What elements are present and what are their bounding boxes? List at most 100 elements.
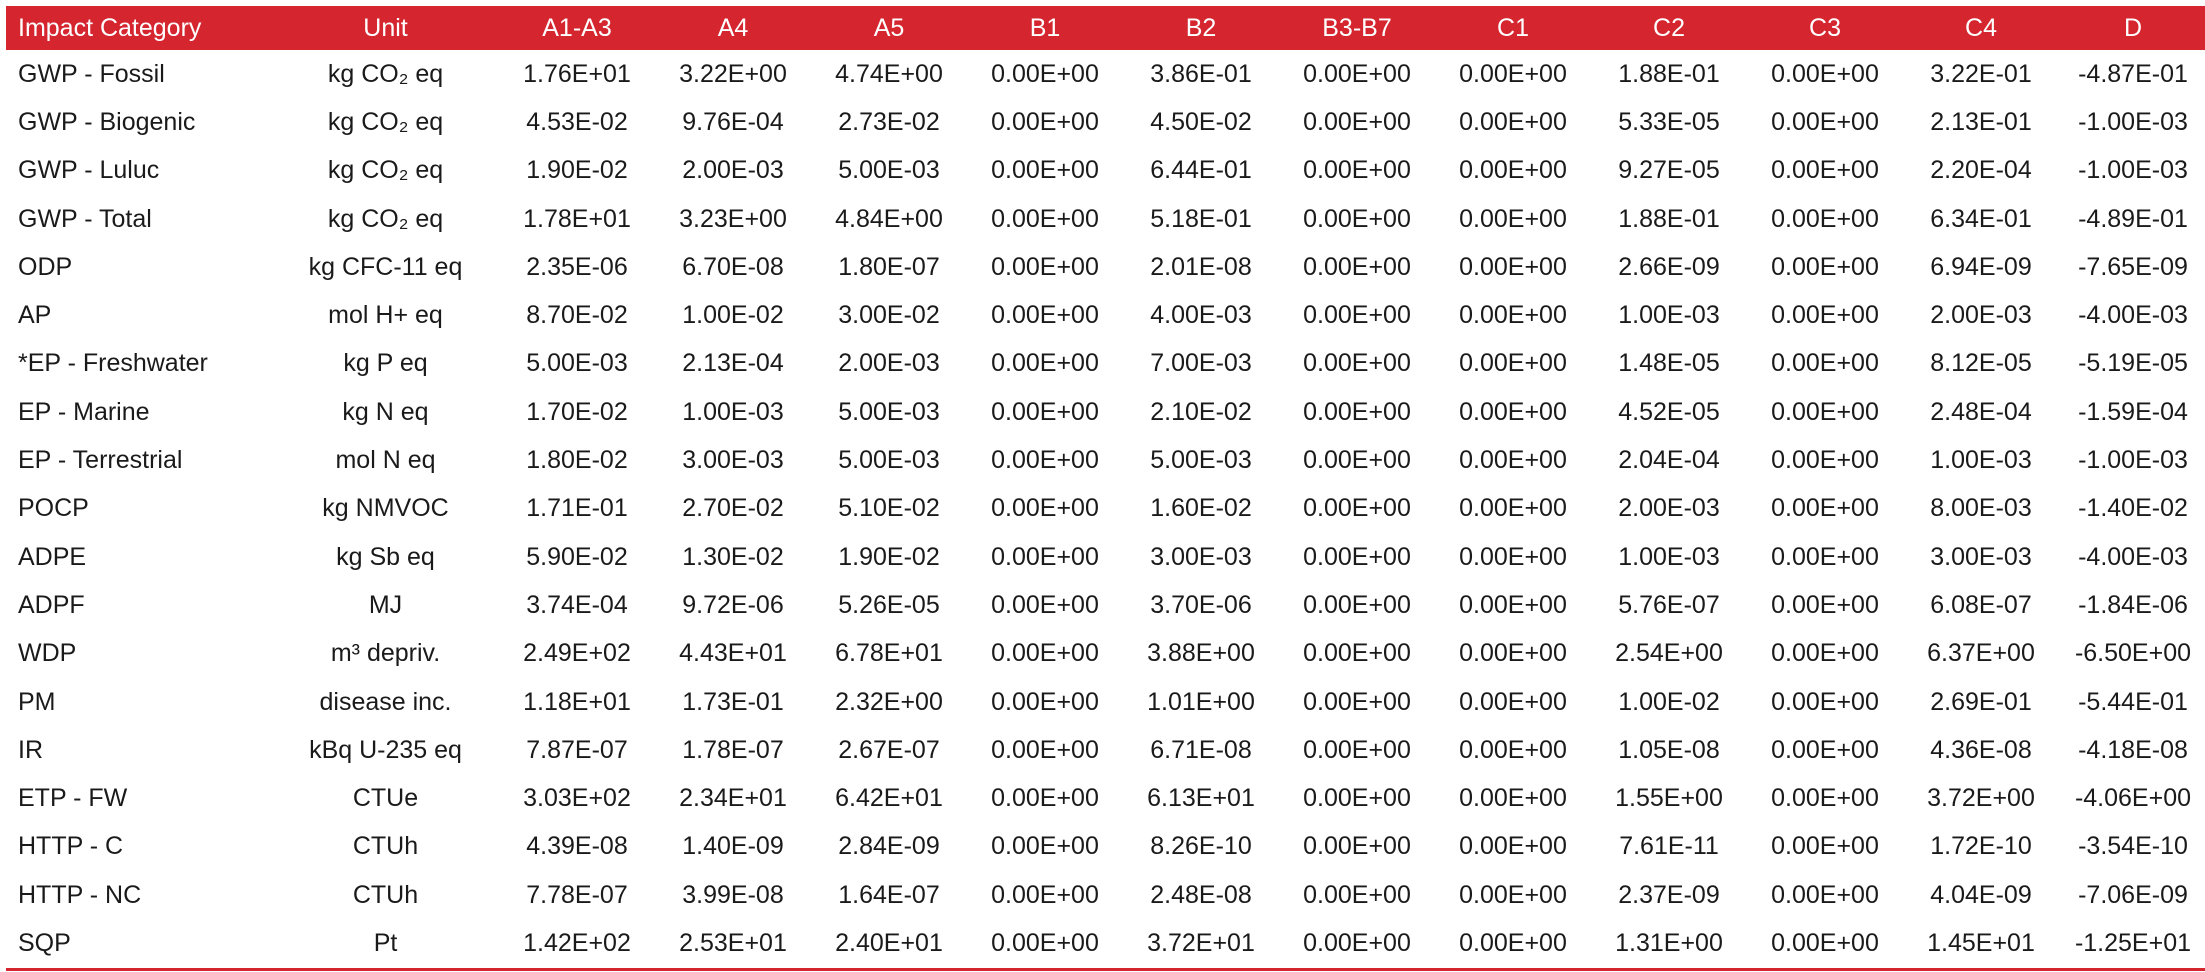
- column-header-c1: C1: [1497, 13, 1529, 42]
- value-cell: 2.00E-03: [1930, 301, 2032, 330]
- value-cell: -6.50E+00: [2074, 639, 2192, 668]
- table-row: GWP - Luluc kg CO₂ eq 1.90E-02 2.00E-03 5.00…: [6, 147, 2205, 195]
- value-cell: 0.00E+00: [1459, 107, 1567, 136]
- value-cell: 0.00E+00: [1279, 919, 1435, 971]
- value-cell: -7.06E-09: [2078, 880, 2188, 909]
- value-cell: 0.00E+00: [1459, 590, 1567, 619]
- value-cell: 0.00E+00: [991, 784, 1099, 813]
- column-header-impact-category: Impact Category: [18, 13, 202, 42]
- value-cell: 0.00E+00: [1303, 687, 1411, 716]
- value-cell: 0.00E+00: [1303, 59, 1411, 88]
- value-cell: 4.39E-08: [526, 832, 628, 861]
- impact-category-cell: GWP - Luluc: [18, 156, 160, 185]
- value-cell: 5.00E-03: [526, 349, 628, 378]
- value-cell: 5.26E-05: [838, 590, 940, 619]
- table-row: GWP - Fossil kg CO₂ eq 1.76E+01 3.22E+00 4.7…: [6, 50, 2205, 98]
- impact-category-cell: ADPE: [18, 542, 87, 571]
- impact-category-cell: HTTP - NC: [18, 880, 142, 909]
- value-cell: 0.00E+00: [1771, 784, 1879, 813]
- value-cell: 0.00E+00: [1459, 784, 1567, 813]
- value-cell: 8.70E-02: [526, 301, 628, 330]
- value-cell: 3.88E+00: [1147, 639, 1255, 668]
- value-cell: -1.00E-03: [2078, 446, 2188, 475]
- value-cell: 3.23E+00: [679, 204, 787, 233]
- value-cell: 2.32E+00: [835, 687, 943, 716]
- column-header-a1-a3: A1-A3: [542, 13, 612, 42]
- unit-cell: CTUh: [352, 880, 419, 909]
- unit-cell: kg Sb eq: [336, 542, 435, 571]
- value-cell: 0.00E+00: [1303, 494, 1411, 523]
- value-cell: 0.00E+00: [1459, 59, 1567, 88]
- unit-cell: disease inc.: [319, 687, 452, 716]
- value-cell: -4.00E-03: [2078, 301, 2188, 330]
- value-cell: 4.74E+00: [835, 59, 943, 88]
- value-cell: 0.00E+00: [1771, 107, 1879, 136]
- value-cell: 0.00E+00: [1303, 446, 1411, 475]
- table-row: EP - Terrestrial mol N eq 1.80E-02 3.00E-03…: [6, 436, 2205, 484]
- value-cell: 2.04E-04: [1618, 446, 1720, 475]
- value-cell: 0.00E+00: [1771, 542, 1879, 571]
- value-cell: 1.18E+01: [523, 687, 631, 716]
- value-cell: 8.12E-05: [1930, 349, 2032, 378]
- value-cell: 1.72E-10: [1930, 832, 2032, 861]
- value-cell: 0.00E+00: [1771, 349, 1879, 378]
- value-cell: -1.40E-02: [2078, 494, 2188, 523]
- value-cell: 0.00E+00: [1771, 252, 1879, 281]
- value-cell: 0.00E+00: [991, 204, 1099, 233]
- value-cell: 2.00E-03: [838, 349, 940, 378]
- value-cell: 0.00E+00: [991, 107, 1099, 136]
- value-cell: 0.00E+00: [1459, 494, 1567, 523]
- value-cell: 2.13E-01: [1930, 107, 2032, 136]
- value-cell: 5.00E-03: [838, 446, 940, 475]
- value-cell: 5.00E-03: [838, 156, 940, 185]
- value-cell: 1.55E+00: [1615, 784, 1723, 813]
- value-cell: 6.78E+01: [835, 639, 943, 668]
- value-cell: 3.74E-04: [526, 590, 628, 619]
- impact-category-cell: WDP: [18, 639, 77, 668]
- value-cell: 0.00E+00: [1459, 832, 1567, 861]
- value-cell: 3.03E+02: [523, 784, 631, 813]
- value-cell: 1.48E-05: [1618, 349, 1720, 378]
- value-cell: 6.94E-09: [1930, 252, 2032, 281]
- value-cell: 0.00E+00: [1303, 204, 1411, 233]
- value-cell: 0.00E+00: [1771, 397, 1879, 426]
- value-cell: 0.00E+00: [991, 156, 1099, 185]
- value-cell: 1.76E+01: [523, 59, 631, 88]
- value-cell: 3.86E-01: [1150, 59, 1252, 88]
- value-cell: 7.61E-11: [1619, 832, 1719, 861]
- value-cell: 0.00E+00: [1303, 349, 1411, 378]
- table-row: ADPF MJ 3.74E-04 9.72E-06 5.26E-05 0.00E+00 3.…: [6, 581, 2205, 629]
- value-cell: 2.54E+00: [1615, 639, 1723, 668]
- value-cell: 2.00E-03: [1618, 494, 1720, 523]
- value-cell: 0.00E+00: [1303, 156, 1411, 185]
- value-cell: 0.00E+00: [991, 252, 1099, 281]
- impact-category-cell: POCP: [18, 494, 89, 523]
- value-cell: 5.10E-02: [838, 494, 940, 523]
- value-cell: 2.10E-02: [1150, 397, 1252, 426]
- column-header-d: D: [2123, 13, 2143, 42]
- value-cell: 0.00E+00: [1771, 639, 1879, 668]
- value-cell: 2.69E-01: [1930, 687, 2032, 716]
- table-header: Impact Category Unit A1-A3 A4 A5 B1 B2 B3-B7 C1 C…: [6, 6, 2205, 50]
- value-cell: 1.00E-02: [1618, 687, 1720, 716]
- value-cell: 2.66E-09: [1618, 252, 1720, 281]
- value-cell: 3.00E-03: [1150, 542, 1252, 571]
- value-cell: 0.00E+00: [1747, 919, 1903, 971]
- value-cell: 0.00E+00: [1459, 252, 1567, 281]
- value-cell: 3.22E+00: [679, 59, 787, 88]
- value-cell: 0.00E+00: [1771, 446, 1879, 475]
- value-cell: 1.00E-03: [682, 397, 784, 426]
- impact-category-cell: PM: [18, 687, 56, 716]
- value-cell: 2.84E-09: [838, 832, 940, 861]
- value-cell: 0.00E+00: [1771, 301, 1879, 330]
- value-cell: 6.44E-01: [1150, 156, 1252, 185]
- value-cell: 1.40E-09: [682, 832, 784, 861]
- value-cell: 5.00E-03: [1150, 446, 1252, 475]
- value-cell: 0.00E+00: [991, 639, 1099, 668]
- value-cell: 0.00E+00: [1303, 397, 1411, 426]
- value-cell: 0.00E+00: [991, 59, 1099, 88]
- value-cell: 0.00E+00: [1459, 397, 1567, 426]
- value-cell: 3.00E-03: [1930, 542, 2032, 571]
- value-cell: 1.71E-01: [526, 494, 628, 523]
- impact-category-cell: EP - Marine: [18, 397, 150, 426]
